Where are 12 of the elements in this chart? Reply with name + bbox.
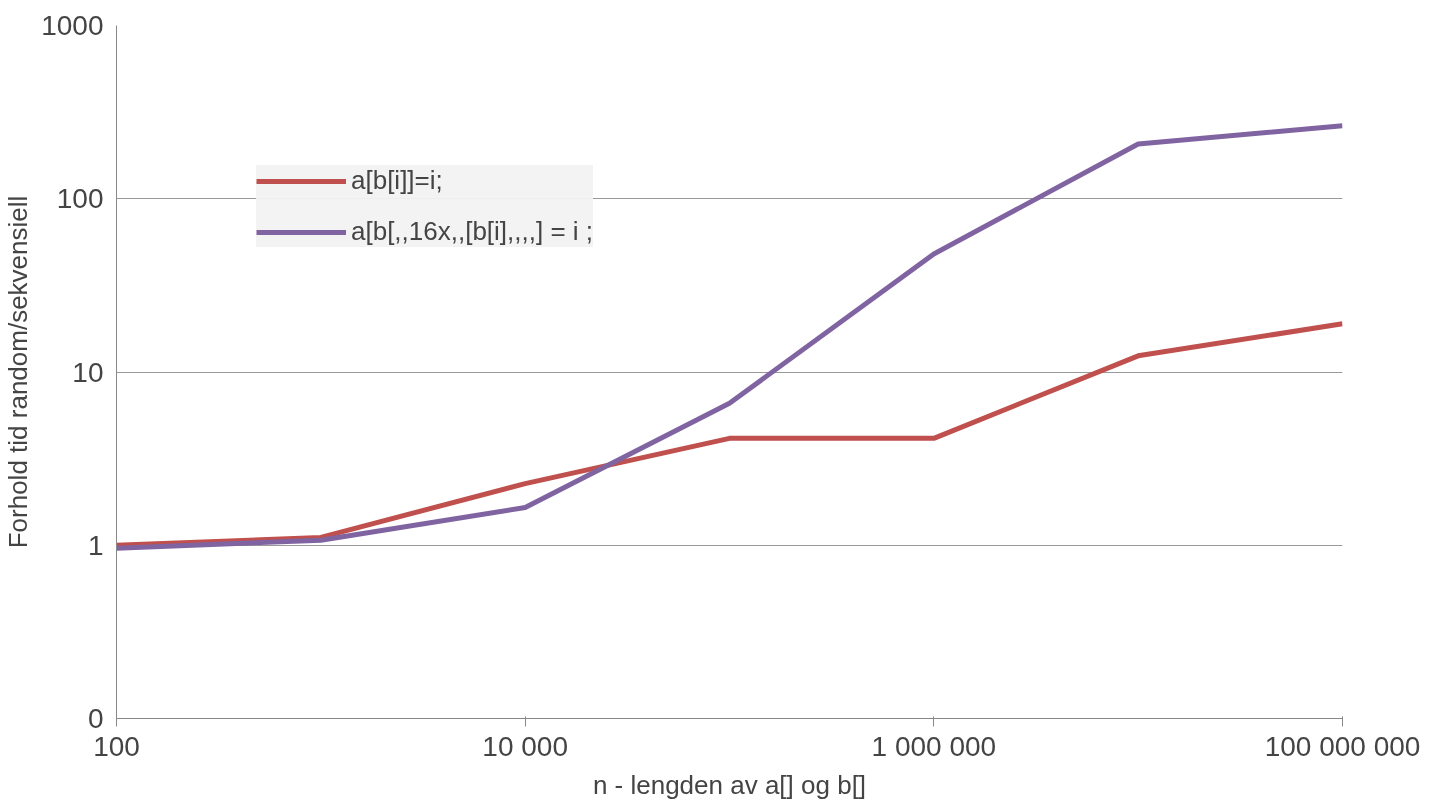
x-tick-label: 1 000 000 [871,730,997,762]
y-tick-label: 10 [72,356,104,388]
y-tick-label: 100 [56,183,104,215]
y-axis-title: Forhold tid random/sekvensiell [3,195,34,549]
legend-label: a[b[i]]=i; [351,165,443,196]
legend-label: a[b[,,16x,,[b[i],,,,] = i ; [351,216,594,247]
x-tick-label: 100 000 000 [1264,730,1421,762]
x-axis-title: n - lengden av a[] og b[] [592,769,867,800]
y-tick-label: 1000 [41,10,104,41]
y-tick-label: 0 [87,703,104,734]
x-tick-label: 10 000 [482,730,568,762]
y-tick-label: 1 [87,529,104,561]
